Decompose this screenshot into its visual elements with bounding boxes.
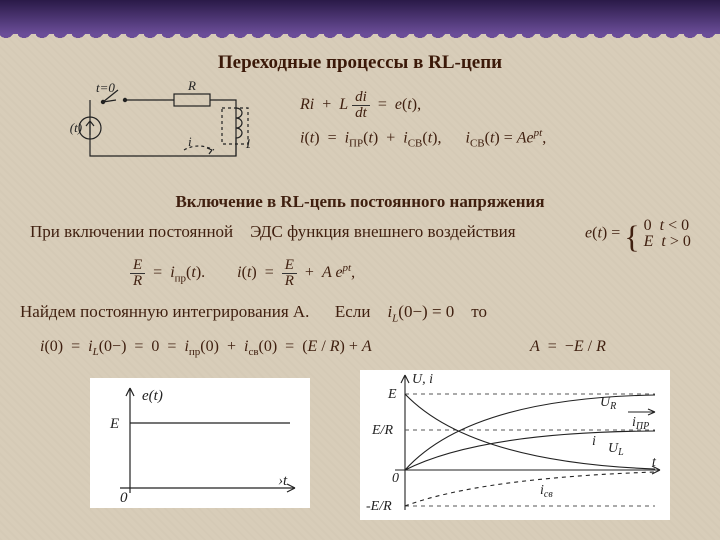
piecewise-lhs: e <box>585 225 592 242</box>
equations-top: Ri + L didt = e(t), i(t) = iПР(t) + iСВ(… <box>300 90 650 170</box>
subheading: Включение в RL-цепь постоянного напряжен… <box>0 192 720 212</box>
svg-text:i: i <box>592 434 596 449</box>
text-5b: Если <box>335 302 371 321</box>
equations-mid: ER = iпр(t). i(t) = ER + A ept, <box>130 258 355 289</box>
svg-text:U, i: U, i <box>412 372 433 387</box>
resistor-label: R <box>187 80 196 93</box>
inductor-label: L <box>245 136 250 151</box>
equation-line-6: i(0) = iL(0−) = 0 = iпр(0) + iсв(0) = (E… <box>40 338 372 358</box>
text-3a: При включении постоянной <box>30 222 233 241</box>
current-label: i <box>188 134 192 149</box>
piecewise-definition: e(t) = { 0 t < 0 E t > 0 <box>585 218 691 256</box>
text-line-3: При включении постоянной ЭДС функция вне… <box>30 222 516 242</box>
page-title: Переходные процессы в RL-цепи <box>0 52 720 74</box>
svg-text:E: E <box>387 387 397 402</box>
piecewise-row1: 0 t < 0 <box>644 217 689 234</box>
svg-text:0: 0 <box>392 471 399 486</box>
plot-step-input: e(t) E 0 ›t <box>90 378 310 508</box>
svg-text:0: 0 <box>120 490 128 506</box>
text-3b: ЭДС функция внешнего воздействия <box>250 222 515 241</box>
svg-text:›t: ›t <box>278 473 288 489</box>
equation-line-6b: A = −E / R <box>530 338 606 356</box>
switch-time-label: t=0 <box>96 80 115 95</box>
plot-transient-response: U, i E E/R 0 -E/R t UR iПР i UL iсв <box>360 370 670 520</box>
piecewise-row2: E t > 0 <box>644 233 691 250</box>
svg-text:E: E <box>109 416 119 432</box>
source-label: e(t) <box>70 120 82 135</box>
circuit-diagram: t=0 R L e(t) i <box>70 80 250 170</box>
svg-text:E/R: E/R <box>371 423 393 438</box>
text-5a: Найдем постоянную интегрирования A. <box>20 302 309 321</box>
text-line-5: Найдем постоянную интегрирования A. Если… <box>20 302 487 324</box>
text-5d: то <box>471 302 487 321</box>
svg-text:e(t): e(t) <box>142 388 163 404</box>
svg-text:-E/R: -E/R <box>366 499 392 514</box>
header-decoration <box>0 0 720 34</box>
